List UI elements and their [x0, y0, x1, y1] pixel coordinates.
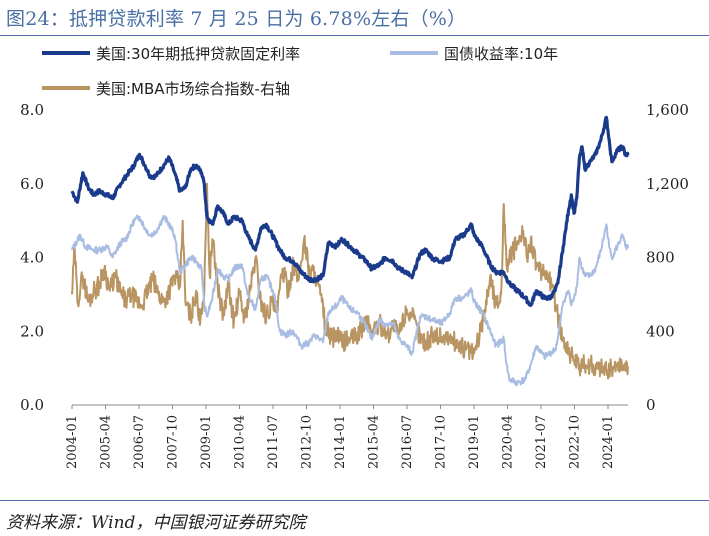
chart-axes: 0.0 2.0 4.0 6.0 8.0 0 400 800 1,200 1,600 2004-01 2…: [20, 101, 689, 469]
x-tick-label: 2010-04: [233, 415, 248, 469]
x-tick-label: 2009-01: [199, 415, 214, 469]
x-tick-label: 2019-01: [467, 415, 482, 469]
y-right-tick-label: 1,600: [646, 101, 689, 119]
footer-divider: [0, 500, 709, 501]
legend-swatch-treasury: [390, 50, 438, 55]
y-left-tick-label: 0.0: [20, 396, 44, 414]
x-tick-label: 2014-01: [333, 415, 348, 469]
x-tick-label: 2020-04: [501, 415, 516, 469]
x-tick-label: 2015-04: [367, 415, 382, 469]
source-note: 资料来源：Wind，中国银河证券研究院: [6, 513, 306, 533]
x-tick-label: 2011-07: [266, 415, 281, 469]
series-line-mba-index: [71, 182, 629, 380]
y-right-tick-label: 1,200: [646, 175, 689, 193]
x-tick-label: 2006-07: [132, 415, 147, 469]
x-tick-label: 2016-07: [400, 415, 415, 469]
y-left-tick-label: 2.0: [20, 322, 44, 340]
x-tick-label: 2021-07: [534, 415, 549, 469]
series-line-treasury-10y: [71, 214, 629, 387]
y-right-tick-label: 800: [646, 249, 675, 267]
chart-series: [70, 115, 630, 387]
y-right-tick-label: 0: [646, 396, 656, 414]
legend-label-treasury: 国债收益率:10年: [444, 45, 559, 63]
legend-item-mortgage: 美国:30年期抵押贷款固定利率: [42, 43, 300, 64]
legend-swatch-mba: [42, 85, 90, 90]
y-left-tick-label: 8.0: [20, 101, 44, 119]
figure-title: 图24：抵押贷款利率 7 月 25 日为 6.78%左右（%）: [6, 8, 467, 30]
legend-label-mortgage: 美国:30年期抵押贷款固定利率: [96, 45, 301, 63]
x-tick-label: 2007-10: [166, 415, 181, 469]
title-divider: [0, 35, 709, 36]
x-tick-label: 2022-10: [568, 415, 583, 469]
y-right-tick-label: 400: [646, 322, 675, 340]
y-left-tick-label: 6.0: [20, 175, 44, 193]
y-left-tick-label: 4.0: [20, 249, 44, 267]
legend-swatch-mortgage: [42, 50, 90, 55]
x-tick-label: 2017-10: [434, 415, 449, 469]
x-tick-label: 2024-01: [601, 415, 616, 469]
series-line-mortgage-rate: [70, 115, 630, 307]
x-tick-label: 2005-04: [99, 415, 114, 469]
legend-item-mba: 美国:MBA市场综合指数-右轴: [42, 78, 290, 99]
legend-item-treasury: 国债收益率:10年: [390, 43, 558, 64]
legend-label-mba: 美国:MBA市场综合指数-右轴: [96, 80, 290, 98]
x-tick-label: 2012-10: [300, 415, 315, 469]
x-tick-label: 2004-01: [65, 415, 80, 469]
